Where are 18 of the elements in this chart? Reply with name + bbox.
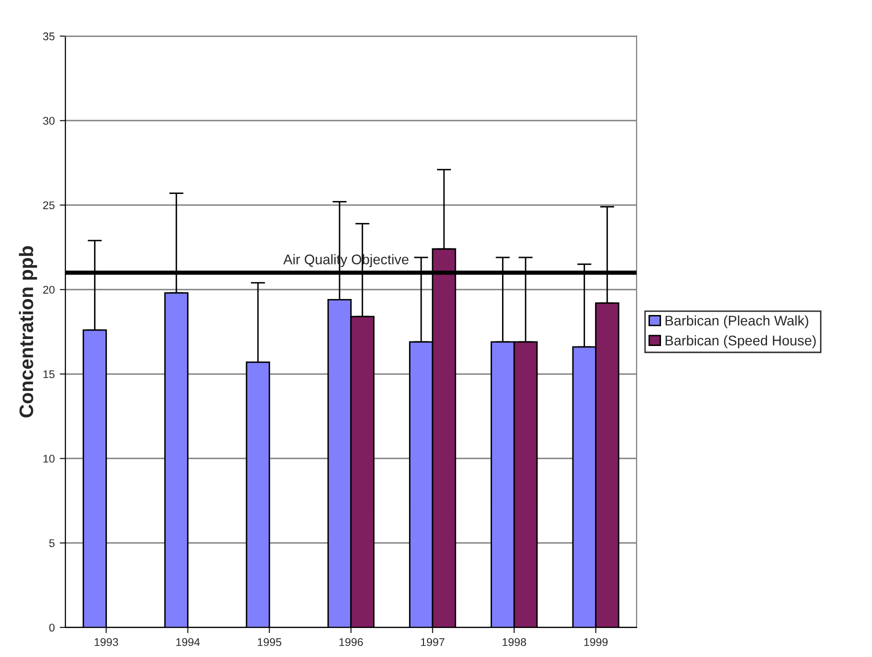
- y-tick-label: 20: [43, 286, 55, 294]
- x-tick-label: 1997: [421, 638, 444, 646]
- x-tick-label: 1999: [584, 638, 608, 646]
- legend-label: Barbican (Speed House): [666, 335, 816, 348]
- y-tick-label: 0: [49, 624, 55, 632]
- x-tick-label: 1994: [176, 638, 200, 646]
- y-axis-title: Concentration ppb: [18, 246, 38, 418]
- x-tick-label: 1993: [94, 638, 118, 646]
- y-tick-label: 15: [43, 370, 55, 378]
- x-tick-label: 1995: [258, 638, 282, 646]
- legend-label: Barbican (Pleach Walk): [666, 315, 808, 328]
- y-tick-label: 25: [43, 201, 55, 210]
- y-tick-label: 5: [49, 539, 55, 548]
- x-tick-label: 1998: [502, 638, 526, 646]
- x-tick-label: 1996: [339, 638, 363, 646]
- y-tick-label: 30: [43, 116, 55, 125]
- y-tick-label: 10: [43, 454, 55, 463]
- y-tick-label: 35: [43, 32, 55, 40]
